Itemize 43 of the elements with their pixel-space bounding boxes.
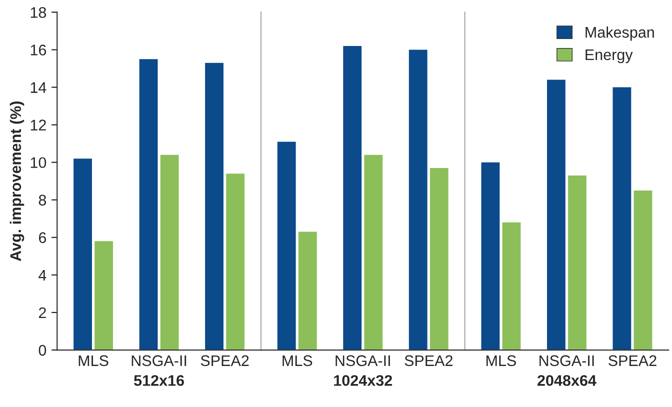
x-tick-label: NSGA-II [540,355,594,366]
bar [634,190,652,350]
bar [94,241,114,350]
y-tick-label: 6 [38,232,46,244]
bar [205,62,224,350]
legend-label: Energy [586,49,633,64]
x-tick-label: SPEA2 [608,355,656,366]
x-tick-label: SPEA2 [404,355,452,366]
y-tick-label: 18 [30,7,46,18]
bar [502,222,521,350]
y-tick-label: 8 [38,194,46,206]
y-tick-label: 4 [38,270,46,280]
bar [298,232,317,350]
y-tick-label: 14 [30,82,46,93]
bar [364,154,383,350]
bar [74,158,92,350]
legend-label: Makespan [586,26,654,41]
y-axis-title: Avg. improvement (%) [10,102,24,262]
x-tick-label: NSGA-II [336,355,390,366]
x-tick-label: MLS [282,355,312,366]
x-tick-label: MLS [78,355,108,366]
x-axis-title: 2048x64 [538,375,596,386]
bar [612,87,632,350]
y-tick-label: 10 [30,157,46,168]
y-tick-label: 2 [38,307,46,318]
y-tick-label: 0 [38,344,46,356]
bar [568,175,586,350]
x-tick-label: MLS [486,355,516,366]
bar [343,46,362,350]
bar [226,174,245,350]
x-axis-title: 1024x32 [334,375,392,386]
bar [481,162,500,350]
x-axis-title: 512x16 [134,375,184,386]
bar [546,80,566,350]
x-tick-label: SPEA2 [200,355,249,366]
y-tick-label: 16 [30,44,46,56]
bar [160,154,179,350]
x-tick-label: NSGA-II [132,355,186,366]
bar [430,168,448,350]
y-tick-label: 12 [30,120,46,130]
bar [277,142,296,350]
bar [408,50,428,350]
bar [139,59,158,350]
